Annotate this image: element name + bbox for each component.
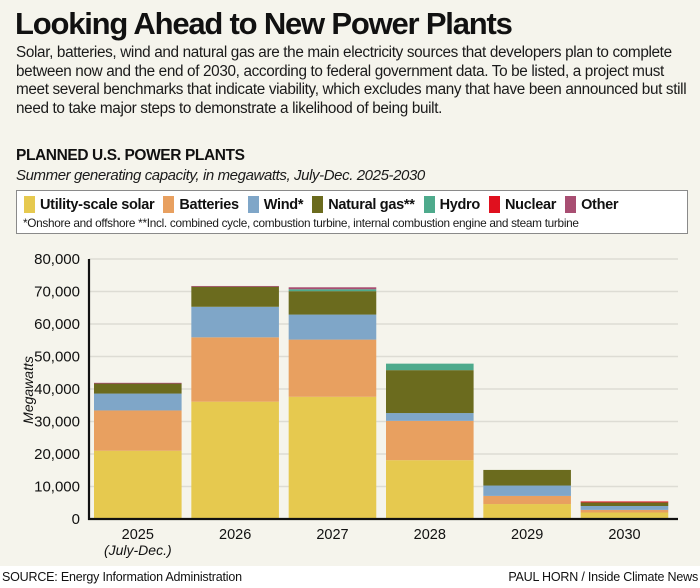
bars (94, 285, 669, 519)
legend-label: Utility-scale solar (40, 196, 155, 213)
y-tick-label: 40,000 (34, 381, 80, 398)
legend-item-hydro: Hydro (423, 196, 481, 213)
legend-swatch (163, 196, 175, 213)
legend-items: Utility-scale solar Batteries Wind* Natural… (24, 196, 627, 213)
bar-stack-2029 (483, 469, 571, 519)
x-tick-label: 2028 (414, 527, 446, 543)
bar-segment-wind (191, 306, 279, 338)
bar-stack-2025 (94, 382, 182, 519)
bar-stack-2030 (580, 501, 669, 519)
bar-segment-natural-gas (94, 383, 182, 394)
y-tick-label: 20,000 (34, 446, 80, 463)
x-tick-label: 2025 (122, 527, 154, 543)
axes (87, 259, 678, 521)
chart-subhead: PLANNED U.S. POWER PLANTS (16, 147, 245, 164)
bar-segment-batteries (386, 420, 474, 461)
gridlines (89, 258, 678, 488)
x-tick-sublabel: (July-Dec.) (104, 542, 172, 558)
y-tick-label: 60,000 (34, 316, 80, 333)
legend-item-batteries: Batteries (163, 196, 239, 213)
bar-stack-2027 (288, 287, 377, 519)
bar-segment-utility-scale-solar (191, 401, 279, 519)
bar-segment-utility-scale-solar (580, 512, 669, 519)
bar-segment-wind (288, 314, 377, 340)
bar-stack-2026 (191, 285, 279, 519)
legend-swatch (24, 196, 35, 213)
bar-segment-natural-gas (386, 370, 474, 414)
y-tick-label: 30,000 (34, 414, 80, 431)
x-tick-label: 2029 (511, 527, 543, 543)
bar-stack-2028 (386, 363, 474, 519)
y-tick-label: 0 (72, 511, 80, 528)
y-axis-label: Megawatts (20, 356, 36, 424)
y-tick-label: 50,000 (34, 349, 80, 366)
legend-swatch (565, 196, 577, 213)
bar-segment-natural-gas (483, 469, 571, 486)
y-tick-label: 80,000 (34, 251, 80, 268)
legend-item-natural-gas: Natural gas** (312, 196, 415, 213)
legend-item-wind: Wind* (247, 196, 304, 213)
bar-segment-batteries (483, 495, 571, 505)
bar-segment-hydro (288, 289, 377, 292)
bar-segment-other (288, 287, 377, 290)
intro-paragraph: Solar, batteries, wind and natural gas a… (16, 44, 687, 117)
legend-label: Batteries (179, 196, 239, 213)
bar-segment-natural-gas (288, 291, 377, 315)
y-axis-ticks: 0 10,000 20,000 30,000 40,000 50,000 60,000 70,… (34, 251, 80, 528)
bar-segment-utility-scale-solar (288, 396, 377, 519)
legend-footnote: *Onshore and offshore **Incl. combined c… (23, 216, 579, 230)
legend-item-other: Other (565, 196, 619, 213)
bar-segment-natural-gas (580, 502, 669, 506)
legend-label: Hydro (439, 196, 481, 213)
legend-swatch (312, 196, 324, 213)
legend-item-utility-scale-solar: Utility-scale solar (24, 196, 155, 213)
bar-segment-batteries (191, 337, 279, 402)
legend-label: Natural gas** (328, 196, 415, 213)
source-note: SOURCE: Energy Information Administratio… (2, 570, 242, 584)
x-tick-label: 2026 (219, 527, 251, 543)
bar-segment-wind (94, 393, 182, 411)
bar-segment-batteries (94, 410, 182, 451)
stacked-bar-chart: 0 10,000 20,000 30,000 40,000 50,000 60,000 70,… (20, 251, 678, 558)
legend-swatch (423, 196, 435, 213)
legend-item-nuclear: Nuclear (488, 196, 557, 213)
legend-label: Other (581, 196, 619, 213)
bar-segment-wind (483, 485, 571, 496)
legend-label: Nuclear (504, 196, 557, 213)
x-tick-label: 2027 (316, 527, 348, 543)
legend-swatch (488, 196, 500, 213)
bar-segment-hydro (386, 363, 474, 371)
bar-segment-batteries (288, 339, 377, 397)
x-tick-label: 2030 (608, 527, 640, 543)
bar-segment-utility-scale-solar (483, 504, 571, 519)
bar-segment-wind (580, 506, 669, 510)
bar-segment-nuclear (580, 501, 669, 503)
chart-title: Looking Ahead to New Power Plants (15, 6, 513, 41)
bar-segment-other (191, 285, 279, 287)
bar-segment-wind (386, 413, 474, 421)
bar-segment-other (94, 382, 182, 384)
credit-note: PAUL HORN / Inside Climate News (508, 570, 698, 584)
chart-subtitle: Summer generating capacity, in megawatts… (16, 167, 425, 184)
bar-segment-natural-gas (191, 286, 279, 307)
bar-segment-utility-scale-solar (94, 450, 182, 519)
y-tick-label: 10,000 (34, 479, 80, 496)
y-tick-label: 70,000 (34, 284, 80, 301)
bar-segment-utility-scale-solar (386, 460, 474, 519)
legend-swatch (247, 196, 259, 213)
legend-label: Wind* (263, 196, 304, 213)
legend: Utility-scale solar Batteries Wind* Natural… (16, 190, 688, 234)
x-axis-ticks: 2025(July-Dec.) 2026 2027 2028 2029 2030 (104, 527, 641, 558)
bar-segment-batteries (580, 509, 669, 513)
